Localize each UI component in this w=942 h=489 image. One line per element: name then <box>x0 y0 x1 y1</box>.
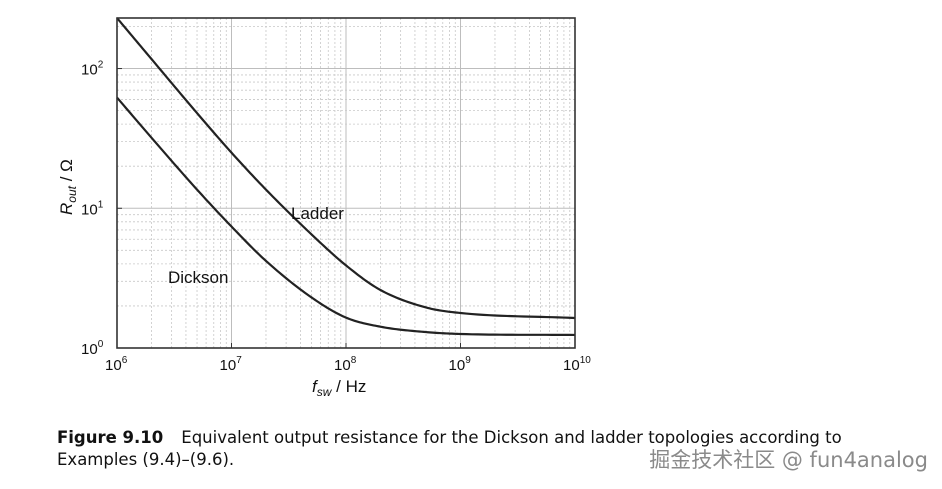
y-tick-exp: 2 <box>98 60 104 71</box>
y-axis-label-rest: / Ω <box>57 159 76 186</box>
series-line-dickson <box>116 96 576 337</box>
y-tick-exp: 0 <box>98 339 104 350</box>
x-tick-exp: 6 <box>122 355 128 366</box>
figure-number: Figure 9.10 <box>57 428 164 447</box>
x-tick-exp: 10 <box>580 355 592 366</box>
x-tick-label: 1010 <box>563 355 591 374</box>
x-tick-exp: 8 <box>351 355 357 366</box>
y-tick-label: 100 <box>81 339 104 358</box>
series-curves <box>116 17 576 337</box>
figure-caption: Figure 9.10 Equivalent output resistance … <box>57 427 877 471</box>
x-tick-exp: 9 <box>465 355 471 366</box>
x-tick-label: 108 <box>334 355 357 374</box>
x-tick-label: 107 <box>220 355 243 374</box>
x-tick-labels: 106 107 108 109 1010 <box>105 343 591 374</box>
x-tick-base: 10 <box>563 357 580 374</box>
x-axis-label-rest: / Hz <box>331 377 366 396</box>
x-tick-label: 106 <box>105 355 128 374</box>
x-tick-label: 109 <box>449 355 472 374</box>
y-axis-label: Rout / Ω <box>57 159 79 215</box>
grid <box>116 18 575 349</box>
y-tick-base: 10 <box>81 62 98 79</box>
y-axis-label-main: R <box>57 203 76 215</box>
series-label-dickson: Dickson <box>168 268 228 287</box>
y-tick-base: 10 <box>81 201 98 218</box>
series-line-ladder <box>116 17 576 320</box>
x-tick-base: 10 <box>220 357 237 374</box>
x-axis-label-sub: sw <box>317 385 333 399</box>
figure-caption-text: Equivalent output resistance for the Dic… <box>57 428 842 469</box>
x-tick-base: 10 <box>334 357 351 374</box>
y-tick-label: 102 <box>81 60 104 79</box>
y-tick-base: 10 <box>81 341 98 358</box>
x-tick-exp: 7 <box>236 355 242 366</box>
y-tick-label: 101 <box>81 199 104 218</box>
watermark: 掘金技术社区 @ fun4analog <box>649 448 928 472</box>
x-tick-base: 10 <box>105 357 122 374</box>
y-tick-exp: 1 <box>98 199 104 210</box>
series-label-ladder: Ladder <box>291 204 344 223</box>
x-axis-label: fsw / Hz <box>312 377 366 399</box>
x-axis-label-main: f <box>312 377 319 396</box>
x-tick-base: 10 <box>449 357 466 374</box>
y-axis-label-sub: out <box>65 185 79 202</box>
